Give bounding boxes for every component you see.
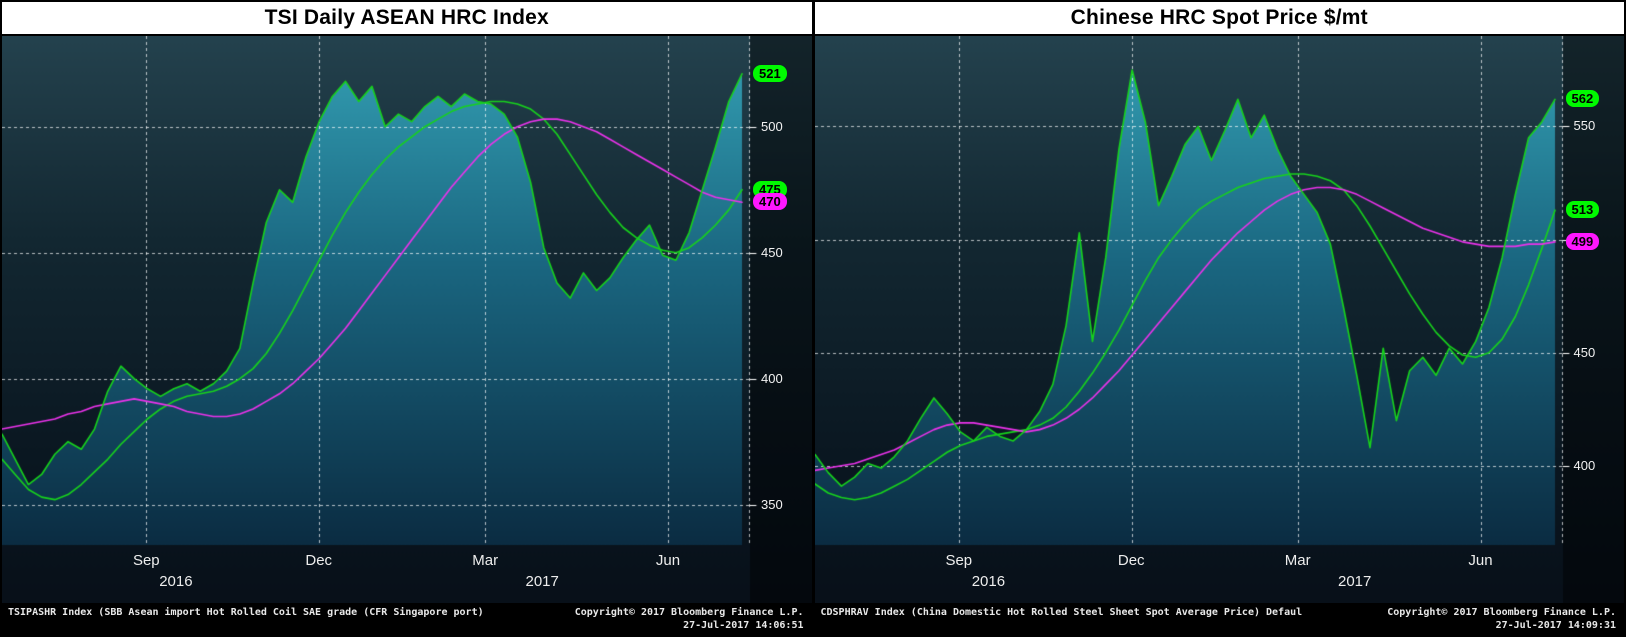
x-axis-year-label: 2016 [159, 573, 193, 590]
x-axis-month-label: Dec [1117, 552, 1145, 569]
ticker-description: TSIPASHR Index (SBB Asean import Hot Rol… [8, 607, 484, 618]
chart-area: 350 400 450 500 521 475 470 Sep Dec Mar Jun 2016 201… [2, 36, 812, 603]
timestamp: 27-Jul-2017 14:09:31 [1495, 620, 1616, 631]
last-price-badge: 562 [1565, 90, 1600, 108]
copyright-text: Copyright© 2017 Bloomberg Finance L.P. [574, 607, 804, 618]
chart-footer: CDSPHRAV Index (China Domestic Hot Rolle… [814, 603, 1624, 635]
x-axis-month-label: Jun [655, 552, 681, 569]
panel-asean-hrc-index: TSI Daily ASEAN HRC Index 350 400 450 500 52… [2, 2, 812, 635]
chart-title: Chinese HRC Spot Price $/mt [814, 2, 1624, 36]
x-axis-year-label: 2017 [1338, 573, 1372, 590]
x-axis-month-label: Dec [305, 552, 333, 569]
y-axis-tick-label: 400 [761, 370, 783, 386]
timestamp: 27-Jul-2017 14:06:51 [683, 620, 804, 631]
y-axis-tick-label: 500 [761, 118, 783, 134]
x-axis-year-label: 2017 [525, 573, 559, 590]
copyright-text: Copyright© 2017 Bloomberg Finance L.P. [1387, 607, 1616, 618]
last-price-badge: 521 [753, 64, 787, 82]
panel-chinese-hrc-spot: Chinese HRC Spot Price $/mt 400450500550… [814, 2, 1625, 635]
chart-footer: TSIPASHR Index (SBB Asean import Hot Rol… [2, 603, 812, 635]
x-axis-month-label: Jun [1468, 552, 1493, 569]
price-chart-canvas[interactable] [2, 36, 812, 603]
y-axis-tick-label: 400 [1573, 457, 1596, 473]
x-axis-month-label: Mar [472, 552, 499, 569]
y-axis-tick-label: 350 [761, 496, 783, 512]
last-price-badge: 513 [1565, 201, 1600, 219]
price-chart-canvas[interactable] [814, 36, 1624, 603]
x-axis-month-label: Sep [945, 552, 973, 569]
ticker-description: CDSPHRAV Index (China Domestic Hot Rolle… [820, 607, 1303, 618]
last-price-badge: 499 [1565, 232, 1600, 250]
axis-overlay: 350 400 450 500 521 475 470 Sep Dec Mar Jun 2016 201… [2, 36, 812, 603]
last-price-badge: 470 [753, 193, 787, 211]
x-axis-month-label: Sep [132, 552, 160, 569]
y-axis-tick-label: 450 [761, 244, 783, 260]
chart-title: TSI Daily ASEAN HRC Index [2, 2, 812, 36]
x-axis-month-label: Mar [1284, 552, 1311, 569]
x-axis-year-label: 2016 [971, 573, 1006, 590]
y-axis-tick-label: 550 [1573, 118, 1596, 134]
axis-overlay: 400450500550562513499SepDecMarJun2016201… [815, 36, 1625, 603]
chart-area: 400450500550562513499SepDecMarJun2016201… [814, 36, 1625, 603]
y-axis-tick-label: 450 [1573, 344, 1596, 360]
